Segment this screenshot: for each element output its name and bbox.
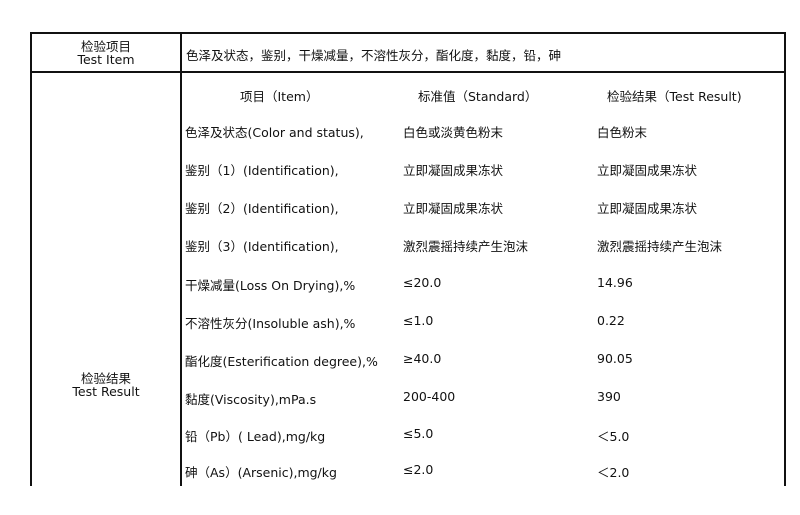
table-right-border (784, 32, 786, 486)
column-header-item: 项目（Item） (240, 89, 319, 104)
row-item: 色泽及状态(Color and status), (185, 125, 364, 140)
row-standard: 激烈震摇持续产生泡沫 (403, 239, 529, 254)
test-result-label-cn: 检验结果 (80, 371, 131, 386)
row-standard: ≤2.0 (403, 462, 434, 477)
row-result: 90.05 (597, 351, 633, 366)
test-item-label-en: Test Item (77, 52, 135, 67)
row-item: 鉴别（2）(Identification), (185, 201, 339, 216)
row-item: 酯化度(Esterification degree),% (185, 354, 378, 369)
row-standard: 白色或淡黄色粉末 (403, 125, 504, 140)
row-standard: ≤5.0 (403, 426, 434, 441)
row-divider (30, 71, 786, 73)
row-result: 立即凝固成果冻状 (597, 163, 698, 178)
row-result: 激烈震摇持续产生泡沫 (597, 239, 723, 254)
table-top-border (30, 32, 786, 34)
row-standard: 立即凝固成果冻状 (403, 163, 504, 178)
test-item-value: 色泽及状态，鉴别，干燥减量，不溶性灰分，酯化度，黏度，铅，砷 (186, 48, 562, 63)
column-header-result: 检验结果（Test Result) (607, 89, 742, 104)
row-item: 鉴别（1）(Identification), (185, 163, 339, 178)
table-left-border (30, 32, 32, 486)
row-result: 立即凝固成果冻状 (597, 201, 698, 216)
row-standard: 200-400 (403, 389, 456, 404)
row-standard: ≥40.0 (403, 351, 442, 366)
test-item-label-cn: 检验项目 (80, 39, 131, 54)
row-result: 白色粉末 (597, 125, 648, 140)
row-item: 砷（As）(Arsenic),mg/kg (185, 465, 337, 480)
row-standard: ≤20.0 (403, 275, 442, 290)
test-result-label-en: Test Result (72, 384, 140, 399)
row-standard: ≤1.0 (403, 313, 434, 328)
row-item: 干燥减量(Loss On Drying),% (185, 278, 356, 293)
row-item: 鉴别（3）(Identification), (185, 239, 339, 254)
row-item: 黏度(Viscosity),mPa.s (185, 392, 317, 407)
column-divider (180, 32, 182, 486)
row-item: 铅（Pb）( Lead),mg/kg (185, 429, 326, 444)
row-standard: 立即凝固成果冻状 (403, 201, 504, 216)
column-header-standard: 标准值（Standard） (418, 89, 538, 104)
row-result: 0.22 (597, 313, 625, 328)
row-item: 不溶性灰分(Insoluble ash),% (185, 316, 356, 331)
row-result: ＜2.0 (597, 465, 630, 480)
row-result: 14.96 (597, 275, 633, 290)
row-result: ＜5.0 (597, 429, 630, 444)
row-result: 390 (597, 389, 621, 404)
